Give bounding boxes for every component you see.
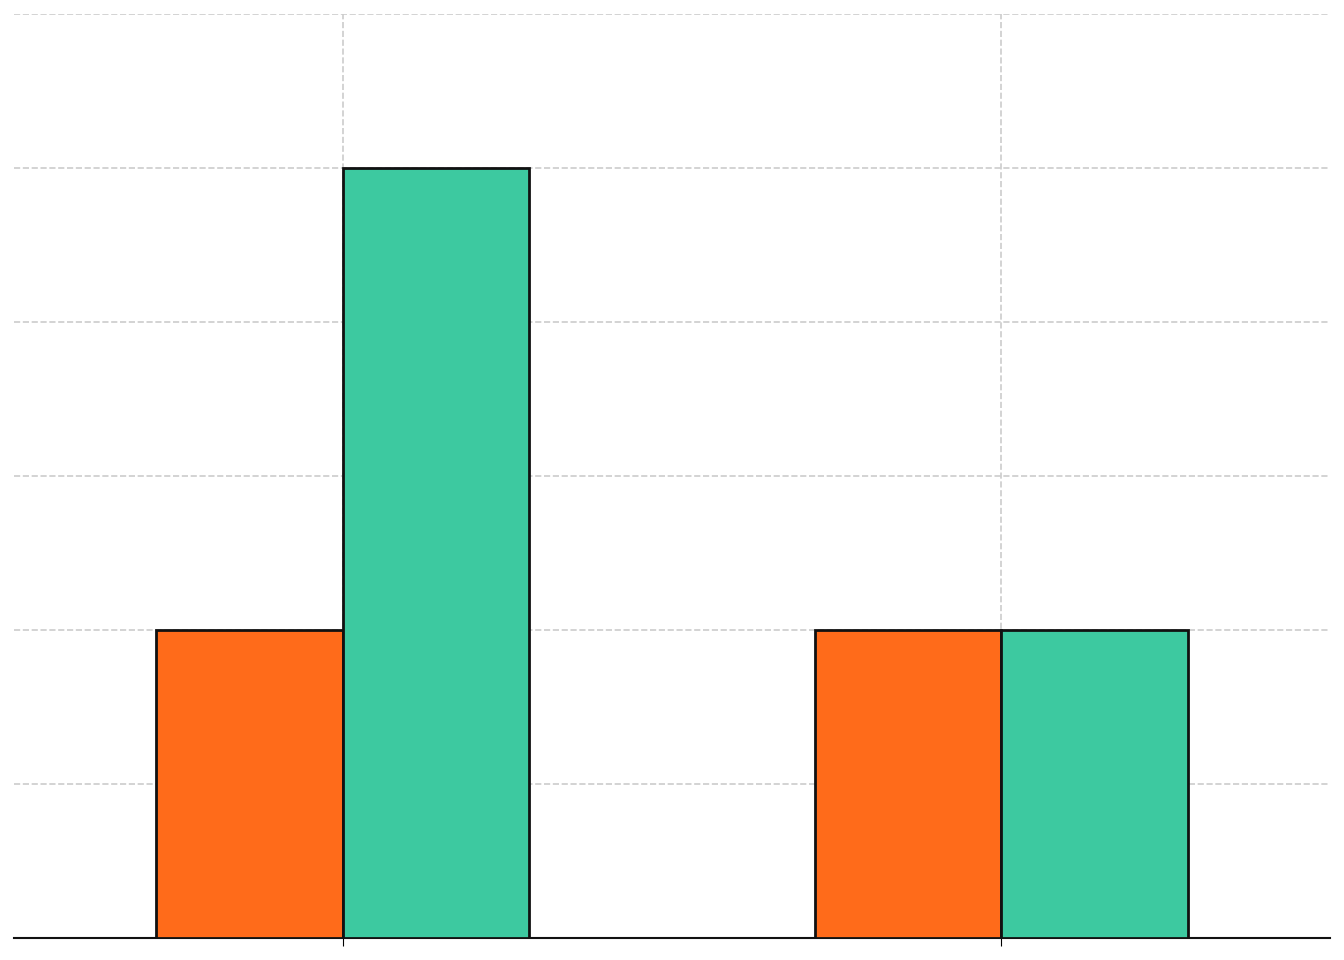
- Bar: [156, 630, 343, 938]
- Bar: [814, 630, 1001, 938]
- Bar: [343, 168, 530, 938]
- Bar: [1001, 630, 1188, 938]
